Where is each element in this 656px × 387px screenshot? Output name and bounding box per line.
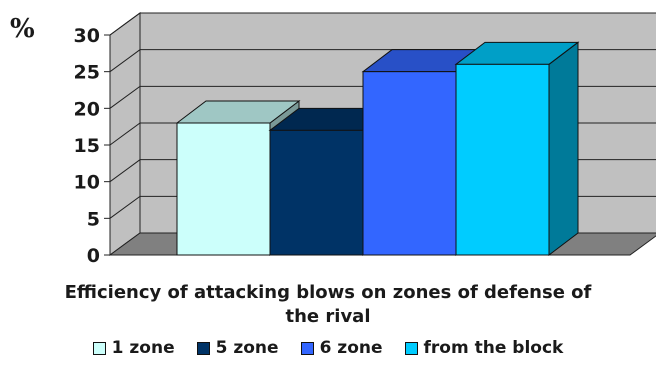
bar-front: [362, 71, 457, 256]
legend-item-1-zone: 1 zone: [92, 338, 175, 358]
bar-side: [548, 41, 579, 257]
y-tick-label: 25: [74, 62, 100, 84]
legend-swatch: [300, 341, 314, 355]
y-tick-label: 0: [87, 245, 100, 267]
legend-swatch: [196, 341, 210, 355]
legend-swatch: [92, 341, 106, 355]
legend-label: 1 zone: [111, 338, 175, 358]
chart-title-line-1: Efficiency of attacking blows on zones o…: [64, 282, 592, 303]
y-axis: 0 5 10 15 20 25 30: [74, 25, 111, 267]
bar-front: [455, 63, 550, 256]
bars: [175, 41, 580, 257]
y-tick-label: 5: [87, 208, 100, 230]
y-tick-label: 30: [74, 25, 100, 47]
bar-front: [176, 122, 271, 256]
legend-swatch: [404, 341, 418, 355]
legend-label: 5 zone: [215, 338, 279, 358]
y-axis-label: %: [10, 14, 35, 44]
legend-label: from the block: [423, 338, 564, 358]
legend-item-from-the-block: from the block: [404, 338, 564, 358]
legend-item-5-zone: 5 zone: [196, 338, 279, 358]
legend-label: 6 zone: [319, 338, 383, 358]
y-tick-label: 15: [74, 135, 100, 157]
gridline: [109, 12, 656, 36]
legend-item-6-zone: 6 zone: [300, 338, 383, 358]
y-tick-label: 20: [74, 98, 100, 120]
bar-chart: 0 5 10 15 20 25 30 %: [10, 12, 656, 267]
bar-front: [269, 129, 364, 256]
legend: 1 zone 5 zone 6 zone from the block: [0, 338, 656, 358]
chart-title-line-2: the rival: [285, 306, 371, 327]
bar-from-the-block: [454, 41, 580, 257]
y-tick-label: 10: [74, 172, 100, 194]
